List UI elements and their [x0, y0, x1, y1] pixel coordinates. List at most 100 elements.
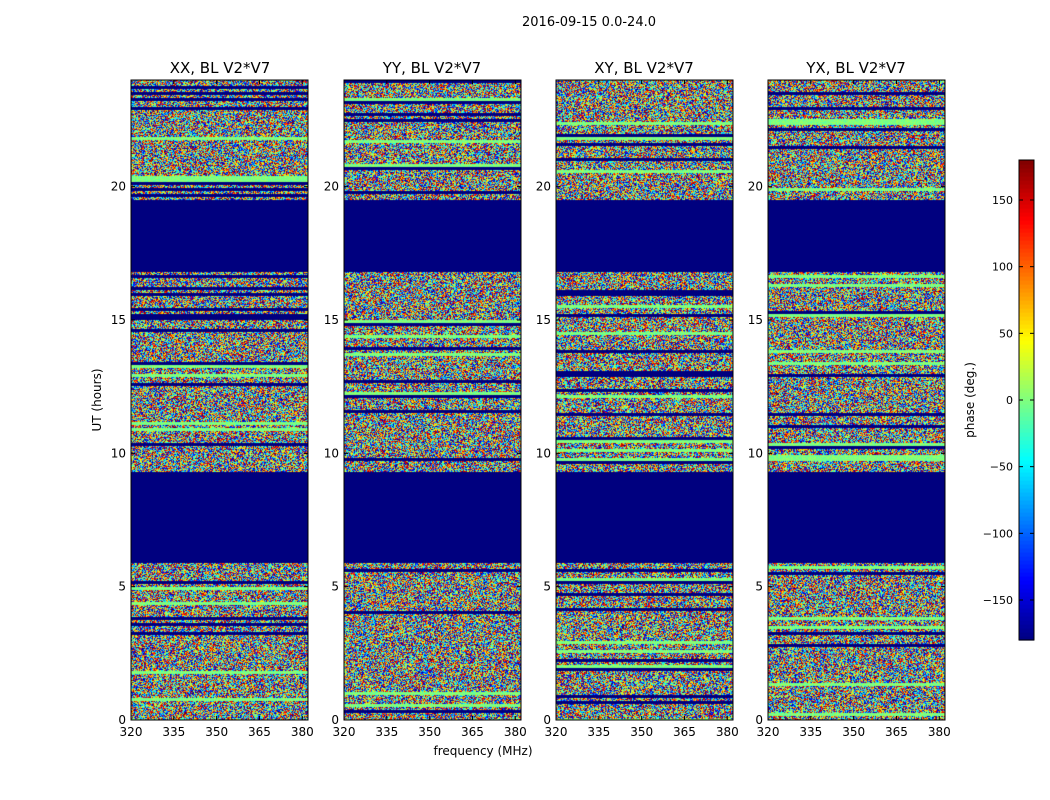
colorbar-segment	[1019, 304, 1034, 309]
panel-frame	[130, 79, 309, 721]
colorbar-segment	[1019, 548, 1034, 553]
x-tick-label: 365	[248, 725, 271, 739]
colorbar-segment	[1019, 568, 1034, 573]
x-tick-label: 365	[673, 725, 696, 739]
colorbar-segment	[1019, 208, 1034, 213]
x-axis-label: frequency (MHz)	[433, 744, 532, 758]
colorbar-segment	[1019, 440, 1034, 445]
colorbar-segment	[1019, 324, 1034, 329]
colorbar-segment	[1019, 352, 1034, 357]
x-tick-label: 350	[630, 725, 653, 739]
heatmap-image	[556, 80, 733, 720]
colorbar-tick-label: 150	[992, 194, 1013, 207]
colorbar-segment	[1019, 344, 1034, 349]
colorbar-segment	[1019, 220, 1034, 225]
y-tick-label: 20	[748, 180, 763, 194]
y-tick-label: 5	[118, 580, 126, 594]
y-tick-label: 15	[324, 313, 339, 327]
colorbar-segment	[1019, 244, 1034, 249]
colorbar-segment	[1019, 556, 1034, 561]
colorbar-segment	[1019, 512, 1034, 517]
colorbar-segment	[1019, 404, 1034, 409]
colorbar-segment	[1019, 520, 1034, 525]
y-tick-label: 10	[111, 446, 126, 460]
colorbar-segment	[1019, 336, 1034, 341]
colorbar-segment	[1019, 184, 1034, 189]
panel-frame	[767, 79, 946, 721]
colorbar-segment	[1019, 236, 1034, 241]
y-tick-label: 0	[543, 713, 551, 727]
panel-yx: YX, BL V2*V7 320 335 350 365 380 0 5 10 15 20	[748, 59, 951, 739]
colorbar-segment	[1019, 436, 1034, 441]
colorbar-segment	[1019, 188, 1034, 193]
colorbar-segment	[1019, 164, 1034, 169]
colorbar-segment	[1019, 628, 1034, 633]
colorbar-segment	[1019, 252, 1034, 257]
colorbar-segment	[1019, 356, 1034, 361]
colorbar-segment	[1019, 448, 1034, 453]
colorbar-segment	[1019, 560, 1034, 565]
colorbar-segment	[1019, 396, 1034, 401]
y-axis-label: UT (hours)	[90, 368, 104, 431]
colorbar-segment	[1019, 276, 1034, 281]
colorbar-segment	[1019, 524, 1034, 529]
colorbar-segment	[1019, 592, 1034, 597]
colorbar-segment	[1019, 204, 1034, 209]
x-tick-label: 380	[504, 725, 527, 739]
x-tick-label: 320	[545, 725, 568, 739]
colorbar-segment	[1019, 408, 1034, 413]
colorbar-segment	[1019, 488, 1034, 493]
colorbar-segment	[1019, 452, 1034, 457]
x-tick-label: 380	[291, 725, 314, 739]
colorbar-segment	[1019, 260, 1034, 265]
colorbar-segment	[1019, 192, 1034, 197]
x-tick-label: 320	[120, 725, 143, 739]
x-tick-label: 335	[162, 725, 185, 739]
colorbar-segment	[1019, 248, 1034, 253]
x-tick-label: 380	[928, 725, 951, 739]
colorbar-segment	[1019, 388, 1034, 393]
colorbar-segment	[1019, 508, 1034, 513]
colorbar-segment	[1019, 472, 1034, 477]
colorbar-segment	[1019, 284, 1034, 289]
colorbar-segment	[1019, 196, 1034, 201]
colorbar-segment	[1019, 580, 1034, 585]
panel-xx: XX, BL V2*V7 320 335 350 365 380 0 5 10 15 20	[111, 59, 314, 739]
colorbar-segment	[1019, 160, 1034, 165]
colorbar-segment	[1019, 544, 1034, 549]
colorbar-segment	[1019, 256, 1034, 261]
heatmap-image	[344, 80, 521, 720]
x-tick-label: 320	[333, 725, 356, 739]
colorbar-segment	[1019, 480, 1034, 485]
y-tick-label: 10	[536, 446, 551, 460]
heatmap-image	[131, 80, 308, 720]
x-tick-label: 320	[757, 725, 780, 739]
colorbar-segment	[1019, 460, 1034, 465]
panel-frame	[343, 79, 522, 721]
colorbar-segment	[1019, 292, 1034, 297]
colorbar-segment	[1019, 264, 1034, 269]
colorbar-segment	[1019, 384, 1034, 389]
panel-title-xy: XY, BL V2*V7	[594, 59, 694, 77]
colorbar-segment	[1019, 332, 1034, 337]
colorbar-segment	[1019, 476, 1034, 481]
colorbar-segment	[1019, 456, 1034, 461]
x-tick-label: 335	[375, 725, 398, 739]
y-tick-label: 5	[331, 580, 339, 594]
panel-title-yx: YX, BL V2*V7	[805, 59, 906, 77]
colorbar-segment	[1019, 368, 1034, 373]
colorbar-segment	[1019, 536, 1034, 541]
colorbar-segment	[1019, 312, 1034, 317]
colorbar-segment	[1019, 400, 1034, 405]
colorbar-segment	[1019, 316, 1034, 321]
colorbar-segment	[1019, 492, 1034, 497]
colorbar-segment	[1019, 328, 1034, 333]
colorbar-segment	[1019, 596, 1034, 601]
y-tick-label: 0	[118, 713, 126, 727]
colorbar-tick-label: −150	[983, 594, 1013, 607]
colorbar-segment	[1019, 176, 1034, 181]
colorbar-segment	[1019, 584, 1034, 589]
y-tick-label: 15	[536, 313, 551, 327]
colorbar-segment	[1019, 348, 1034, 353]
